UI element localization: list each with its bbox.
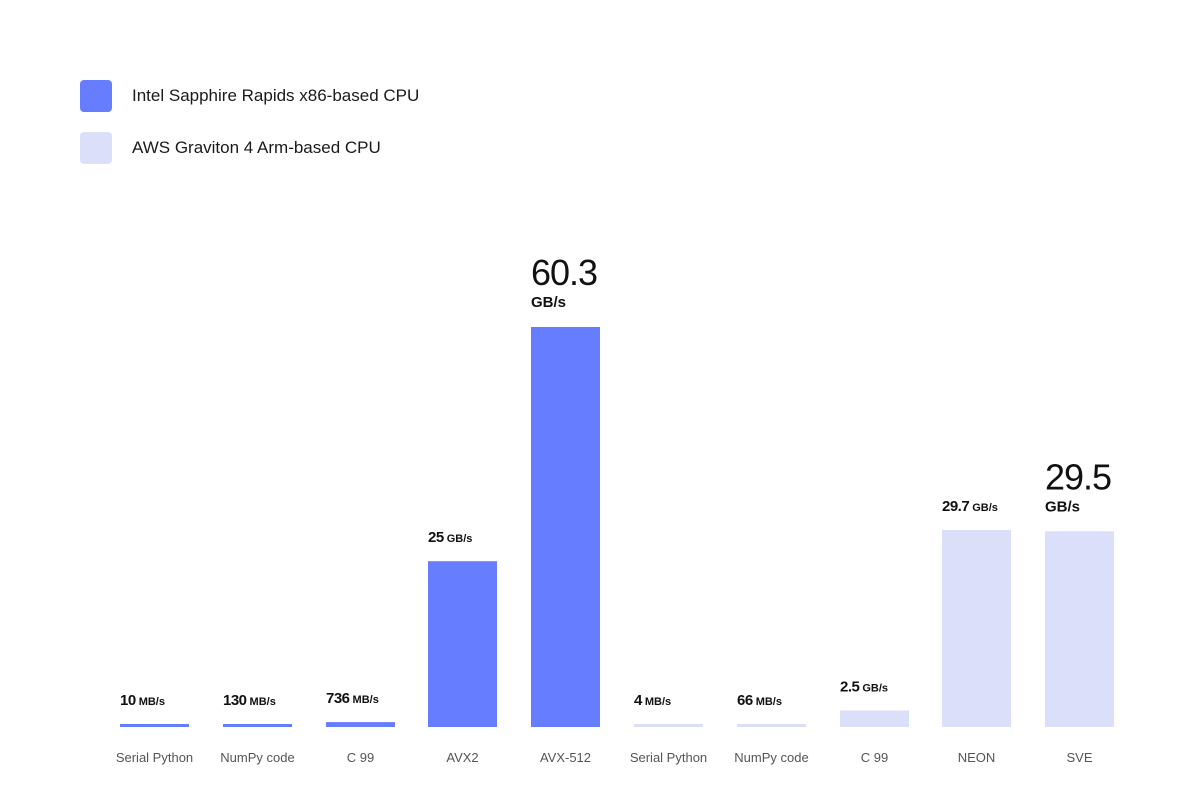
data-label-unit-avx2-intel: GB/s bbox=[447, 533, 473, 545]
data-label-value-c-99-graviton: 2.5 bbox=[840, 678, 860, 695]
category-label-sve-graviton: SVE bbox=[1066, 750, 1092, 765]
data-label-unit-serial-python-intel: MB/s bbox=[139, 696, 165, 708]
data-label-unit-numpy-code-intel: MB/s bbox=[250, 696, 276, 708]
bar-numpy-code-graviton bbox=[737, 724, 806, 727]
bar-serial-python-intel bbox=[120, 724, 189, 727]
data-label-value-numpy-code-graviton: 66 bbox=[737, 692, 753, 709]
data-label-neon-graviton: 29.7 GB/s bbox=[942, 498, 998, 515]
data-label-unit-c-99-intel: MB/s bbox=[353, 694, 379, 706]
bar-avx-512-intel bbox=[531, 327, 600, 727]
data-label-serial-python-graviton: 4 MB/s bbox=[634, 692, 671, 709]
category-label-c-99-intel: C 99 bbox=[347, 750, 374, 765]
data-label-avx2-intel: 25 GB/s bbox=[428, 529, 472, 546]
data-label-unit-numpy-code-graviton: MB/s bbox=[756, 696, 782, 708]
bar-c-99-graviton bbox=[840, 710, 909, 727]
legend-swatch-graviton bbox=[80, 132, 112, 164]
data-label-value-sve-graviton: 29.5 bbox=[1045, 456, 1111, 497]
legend-item-intel: Intel Sapphire Rapids x86-based CPU bbox=[80, 80, 419, 112]
legend-swatch-intel bbox=[80, 80, 112, 112]
bar-serial-python-graviton bbox=[634, 724, 703, 727]
bar-avx2-intel bbox=[428, 561, 497, 727]
data-label-value-serial-python-intel: 10 bbox=[120, 692, 136, 709]
data-label-unit-avx-512-intel: GB/s bbox=[531, 294, 566, 311]
data-label-numpy-code-graviton: 66 MB/s bbox=[737, 692, 782, 709]
category-label-neon-graviton: NEON bbox=[958, 750, 996, 765]
bar-c-99-intel bbox=[326, 722, 395, 727]
legend-label-intel: Intel Sapphire Rapids x86-based CPU bbox=[132, 86, 420, 105]
data-label-value-c-99-intel: 736 bbox=[326, 690, 350, 707]
category-label-numpy-code-graviton: NumPy code bbox=[734, 750, 808, 765]
bar-sve-graviton bbox=[1045, 531, 1114, 727]
data-label-value-avx-512-intel: 60.3 bbox=[531, 252, 597, 293]
data-label-value-serial-python-graviton: 4 bbox=[634, 692, 643, 709]
data-label-value-avx2-intel: 25 bbox=[428, 529, 444, 546]
category-label-avx-512-intel: AVX-512 bbox=[540, 750, 591, 765]
category-label-numpy-code-intel: NumPy code bbox=[220, 750, 294, 765]
data-label-unit-c-99-graviton: GB/s bbox=[862, 682, 888, 694]
bar-neon-graviton bbox=[942, 530, 1011, 727]
category-label-serial-python-intel: Serial Python bbox=[116, 750, 193, 765]
legend-label-graviton: AWS Graviton 4 Arm-based CPU bbox=[132, 138, 381, 157]
data-label-unit-sve-graviton: GB/s bbox=[1045, 498, 1080, 515]
data-label-c-99-graviton: 2.5 GB/s bbox=[840, 678, 888, 695]
data-label-value-numpy-code-intel: 130 bbox=[223, 692, 247, 709]
chart-legend: Intel Sapphire Rapids x86-based CPU AWS … bbox=[80, 80, 419, 184]
data-label-c-99-intel: 736 MB/s bbox=[326, 690, 379, 707]
data-label-serial-python-intel: 10 MB/s bbox=[120, 692, 165, 709]
data-label-unit-serial-python-graviton: MB/s bbox=[645, 696, 671, 708]
data-label-unit-neon-graviton: GB/s bbox=[972, 502, 998, 514]
category-label-c-99-graviton: C 99 bbox=[861, 750, 888, 765]
bar-numpy-code-intel bbox=[223, 724, 292, 727]
category-label-serial-python-graviton: Serial Python bbox=[630, 750, 707, 765]
legend-item-graviton: AWS Graviton 4 Arm-based CPU bbox=[80, 132, 419, 164]
data-label-numpy-code-intel: 130 MB/s bbox=[223, 692, 276, 709]
data-label-value-neon-graviton: 29.7 bbox=[942, 498, 969, 515]
category-label-avx2-intel: AVX2 bbox=[446, 750, 478, 765]
